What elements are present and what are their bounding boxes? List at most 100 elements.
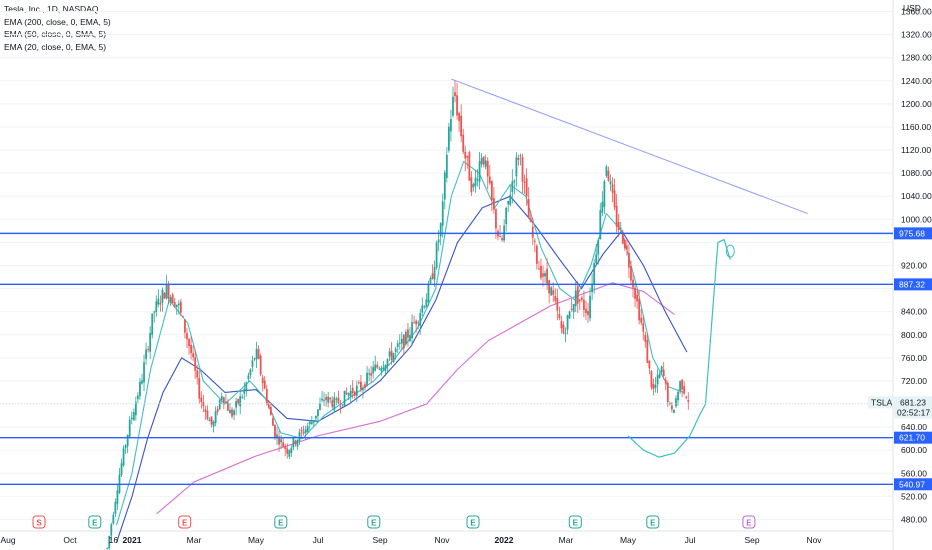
earnings-letter: E xyxy=(470,519,476,528)
legend-symbol[interactable]: Tesla, Inc., 1D, NASDAQ xyxy=(4,4,99,14)
candle-body xyxy=(427,284,430,303)
candle-body xyxy=(208,419,211,422)
candle-body xyxy=(450,119,452,132)
time-tick: Mar xyxy=(559,535,574,545)
horizontal-levels[interactable] xyxy=(0,232,893,485)
candle-body xyxy=(605,166,608,176)
candle-body xyxy=(130,417,133,420)
candle-body xyxy=(235,401,237,408)
candle-body xyxy=(212,421,215,427)
level-label-bg xyxy=(894,431,932,444)
candle-body xyxy=(261,377,264,384)
candle-body xyxy=(310,421,313,425)
legend-ema50[interactable]: EMA (50, close, 0, SMA, 5) xyxy=(4,29,107,39)
candle-body xyxy=(640,317,643,323)
candle-body xyxy=(302,431,305,434)
candle-body xyxy=(257,349,260,359)
candle-body xyxy=(585,308,587,314)
candle-body xyxy=(570,308,573,311)
earnings-letter: E xyxy=(746,519,752,528)
candle-body xyxy=(654,384,657,388)
candle-body xyxy=(202,402,205,407)
candle-body xyxy=(136,395,139,399)
price-axis[interactable]: USD480.00520.00560.00600.00640.00680.007… xyxy=(901,3,932,524)
candle-body xyxy=(470,177,473,193)
candle-body xyxy=(349,390,352,397)
candle-body xyxy=(511,181,514,192)
candle-body xyxy=(509,194,512,205)
candle-body xyxy=(490,181,493,201)
candle-body xyxy=(621,231,624,244)
candle-body xyxy=(374,364,377,371)
candle-body xyxy=(276,434,278,439)
candle-body xyxy=(312,419,315,423)
candle-body xyxy=(237,399,240,404)
legend-ema20[interactable]: EMA (20, close, 0, EMA, 5) xyxy=(4,41,107,52)
earnings-letter: E xyxy=(182,519,188,528)
candle-body xyxy=(386,359,389,367)
resistance-trendline xyxy=(451,78,808,215)
candle-body xyxy=(609,181,612,185)
candle-body xyxy=(454,92,456,97)
price-tick: 760.00 xyxy=(901,353,927,363)
candle-body xyxy=(580,297,583,300)
time-axis[interactable]: Aug Oct 16 2021 Mar May Jul Sep Nov 2022 Mar May Jul… xyxy=(0,535,822,545)
candle-body xyxy=(456,95,458,116)
candle-body xyxy=(664,379,667,384)
projection-drawing[interactable] xyxy=(627,238,735,458)
candle-body xyxy=(595,254,598,264)
candle-body xyxy=(300,429,303,432)
candle-body xyxy=(405,331,407,345)
earnings-marker xyxy=(178,515,192,529)
candle-body xyxy=(298,432,301,442)
candle-body xyxy=(155,301,158,312)
candle-body xyxy=(251,360,254,367)
candle-body xyxy=(568,311,571,319)
candle-body xyxy=(623,239,626,249)
candle-body xyxy=(529,218,532,222)
candle-body xyxy=(390,350,393,360)
candle-body xyxy=(255,348,258,360)
trendline[interactable] xyxy=(451,78,808,215)
price-tick: 560.00 xyxy=(901,468,927,478)
candle-body xyxy=(198,377,201,399)
candle-body xyxy=(153,311,156,313)
candle-body xyxy=(292,438,295,448)
level-label: 540.97 xyxy=(899,479,925,489)
candle-body xyxy=(317,409,319,417)
candle-body xyxy=(644,334,647,342)
candle-body xyxy=(247,375,250,380)
candle-body xyxy=(128,419,131,437)
candle-body xyxy=(333,397,336,411)
candle-body xyxy=(245,382,248,391)
candle-body xyxy=(384,365,387,371)
chart-legend: Tesla, Inc., 1D, NASDAQ EMA (200, close,… xyxy=(4,3,111,53)
candle-body xyxy=(462,134,465,152)
candles xyxy=(106,80,690,550)
candle-body xyxy=(527,199,530,219)
candle-body xyxy=(576,286,579,304)
candle-body xyxy=(419,313,422,326)
legend-ema200[interactable]: EMA (200, close, 0, EMA, 5) xyxy=(4,16,111,27)
candle-body xyxy=(124,445,127,449)
candle-body xyxy=(216,408,219,412)
candle-body xyxy=(286,448,289,454)
candle-body xyxy=(319,403,321,410)
candle-body xyxy=(679,381,681,392)
candle-body xyxy=(368,373,370,375)
candle-body xyxy=(673,409,675,413)
candle-body xyxy=(167,284,170,299)
candle-body xyxy=(476,179,479,181)
candle-body xyxy=(231,409,233,417)
earnings-marker xyxy=(88,515,102,529)
candle-body xyxy=(345,392,348,394)
price-tick: 1360.00 xyxy=(901,7,932,17)
candle-body xyxy=(184,319,186,333)
time-tick: 2021 xyxy=(123,535,142,545)
candle-body xyxy=(227,402,229,411)
ema50-path xyxy=(115,195,688,543)
candle-body xyxy=(550,287,553,296)
